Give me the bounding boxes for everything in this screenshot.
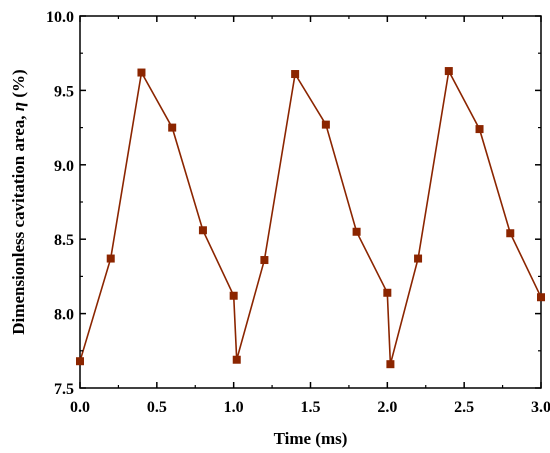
x-tick-label: 2.0 (377, 399, 397, 416)
data-point (383, 288, 392, 297)
y-tick-label: 9.5 (54, 83, 74, 100)
x-tick-label: 2.5 (454, 399, 474, 416)
y-tick-label: 8.0 (54, 307, 74, 324)
y-axis-title: Dimensionless cavitation area, η (%) (9, 69, 28, 334)
data-point (198, 226, 207, 235)
x-tick-label: 0.0 (70, 399, 90, 416)
series-group (76, 67, 545, 369)
x-tick-label: 0.5 (147, 399, 167, 416)
data-point (260, 256, 269, 265)
series-line (79, 68, 542, 365)
data-point (414, 254, 423, 263)
data-point (386, 360, 395, 369)
y-tick-label: 7.5 (54, 381, 74, 398)
data-point (229, 291, 238, 300)
y-tick-label: 9.0 (54, 158, 74, 175)
x-tick-label: 1.0 (224, 399, 244, 416)
axes (79, 15, 542, 389)
data-point (106, 254, 115, 263)
data-point (537, 293, 545, 302)
x-tick-label: 1.5 (301, 399, 321, 416)
x-tick-label: 3.0 (531, 399, 550, 416)
data-point (444, 67, 453, 76)
data-point (475, 125, 484, 134)
data-point (291, 70, 300, 79)
x-axis-title: Time (ms) (274, 429, 348, 448)
data-point (506, 229, 515, 238)
data-point (232, 355, 241, 364)
y-tick-label: 8.5 (54, 232, 74, 249)
y-axis-title-symbol: η (9, 102, 28, 111)
ticks-group: 0.0 0.5 1.0 1.5 2.0 2.5 3.0 7.5 8.0 8.5 9.0 9.5 10.0 (46, 9, 550, 416)
data-point (137, 68, 146, 77)
data-point (321, 120, 330, 129)
plot-frame (79, 15, 542, 389)
y-axis-title-suffix: (%) (9, 69, 28, 102)
data-point (168, 123, 177, 132)
y-tick-label: 10.0 (46, 9, 74, 26)
y-axis-title-prefix: Dimensionless cavitation area, (9, 111, 28, 335)
data-point (76, 357, 84, 366)
data-point (352, 227, 361, 236)
